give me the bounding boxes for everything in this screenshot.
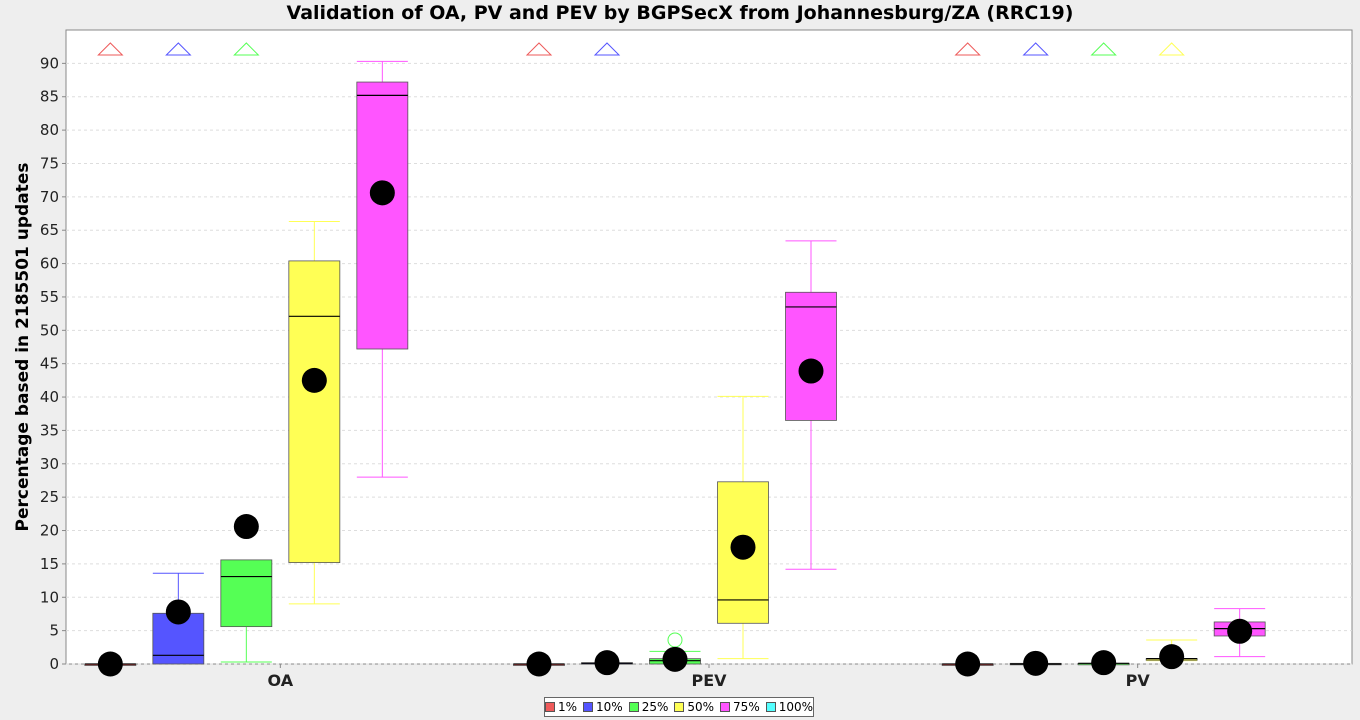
legend-swatch: [765, 702, 776, 712]
box-10pct-pev: [581, 42, 633, 676]
far-outlier-indicator: [593, 42, 621, 56]
far-outlier-indicator: [1022, 42, 1049, 56]
y-tick-label: 5: [49, 622, 59, 640]
y-tick-label: 65: [40, 221, 59, 239]
legend-item: 75%: [720, 700, 760, 714]
mean-marker: [1091, 650, 1117, 676]
box-10pct-oa: [152, 42, 205, 665]
y-tick-label: 75: [40, 154, 59, 172]
mean-marker: [369, 180, 395, 206]
mean-marker: [955, 651, 981, 677]
box-25pct-oa: [220, 42, 273, 663]
legend-swatch: [674, 702, 685, 712]
mean-marker: [730, 534, 756, 560]
far-outlier-indicator: [165, 42, 192, 56]
y-tick-label: 80: [40, 121, 59, 139]
legend-swatch: [544, 702, 555, 712]
legend-label: 1%: [557, 700, 578, 714]
box-10pct-pv: [1009, 42, 1062, 676]
box-75pct-pev: [785, 240, 837, 570]
x-tick-label: OA: [268, 671, 294, 690]
box-50pct-pv: [1145, 42, 1198, 670]
mean-marker: [798, 358, 824, 384]
box-75pct-oa: [356, 60, 409, 478]
box-50pct-oa: [288, 221, 341, 605]
legend-swatch: [628, 702, 639, 712]
y-tick-label: 35: [40, 421, 59, 439]
y-tick-label: 25: [40, 488, 59, 506]
y-tick-label: 55: [40, 288, 59, 306]
box-1pct-pv: [941, 42, 994, 677]
legend-item: 50%: [674, 700, 714, 714]
box-body: [785, 291, 837, 421]
far-outlier-indicator: [954, 42, 981, 56]
y-tick-label: 15: [40, 555, 59, 573]
chart-title: Validation of OA, PV and PEV by BGPSecX …: [286, 2, 1074, 24]
box-25pct-pev: [649, 632, 701, 672]
far-outlier-indicator: [1158, 42, 1185, 56]
mean-marker: [1023, 650, 1049, 676]
mean-marker: [594, 650, 620, 676]
mean-marker: [526, 651, 552, 677]
box-50pct-pev: [717, 395, 769, 660]
y-tick-label: 85: [40, 88, 59, 106]
mean-marker: [233, 514, 259, 540]
mean-marker: [662, 646, 688, 672]
box-1pct-pev: [513, 42, 565, 677]
box-body: [288, 260, 341, 563]
legend-swatch: [583, 702, 594, 712]
legend-label: 100%: [778, 700, 814, 714]
x-tick-label: PEV: [691, 671, 727, 690]
y-tick-label: 60: [40, 255, 59, 273]
mean-marker: [1159, 644, 1185, 670]
y-tick-label: 0: [49, 655, 59, 673]
y-tick-label: 20: [40, 522, 59, 540]
y-tick-label: 10: [40, 588, 59, 606]
y-tick-label: 45: [40, 355, 59, 373]
mean-marker: [1227, 618, 1253, 644]
far-outlier-indicator: [97, 42, 124, 56]
y-tick-label: 50: [40, 321, 59, 339]
box-1pct-oa: [84, 42, 137, 677]
far-outlier-indicator: [233, 42, 260, 56]
legend-swatch: [720, 702, 731, 712]
box-75pct-pv: [1213, 608, 1266, 658]
box-body: [220, 559, 273, 628]
y-tick-label: 90: [40, 54, 59, 72]
mean-marker: [165, 599, 191, 625]
far-outlier-indicator: [525, 42, 553, 56]
x-tick-label: PV: [1126, 671, 1151, 690]
plot-area: [65, 29, 1353, 665]
y-axis-label: Percentage based in 2185501 updates: [13, 163, 33, 532]
far-outlier-indicator: [1090, 42, 1117, 56]
mean-marker: [301, 367, 327, 393]
legend-item: 25%: [628, 700, 669, 714]
y-tick-label: 40: [40, 388, 59, 406]
legend-item: 100%: [765, 700, 814, 714]
legend-label: 75%: [733, 700, 760, 714]
box-body: [356, 81, 409, 350]
legend-label: 25%: [641, 700, 669, 714]
mean-marker: [97, 651, 123, 677]
legend: 1% 10% 25% 50% 75% 100%: [544, 697, 814, 717]
box-25pct-pv: [1077, 42, 1130, 676]
legend-label: 10%: [596, 700, 623, 714]
y-tick-label: 70: [40, 188, 59, 206]
y-tick-label: 30: [40, 455, 59, 473]
legend-item: 10%: [583, 700, 623, 714]
legend-label: 50%: [687, 700, 715, 714]
legend-item: 1%: [544, 700, 578, 714]
